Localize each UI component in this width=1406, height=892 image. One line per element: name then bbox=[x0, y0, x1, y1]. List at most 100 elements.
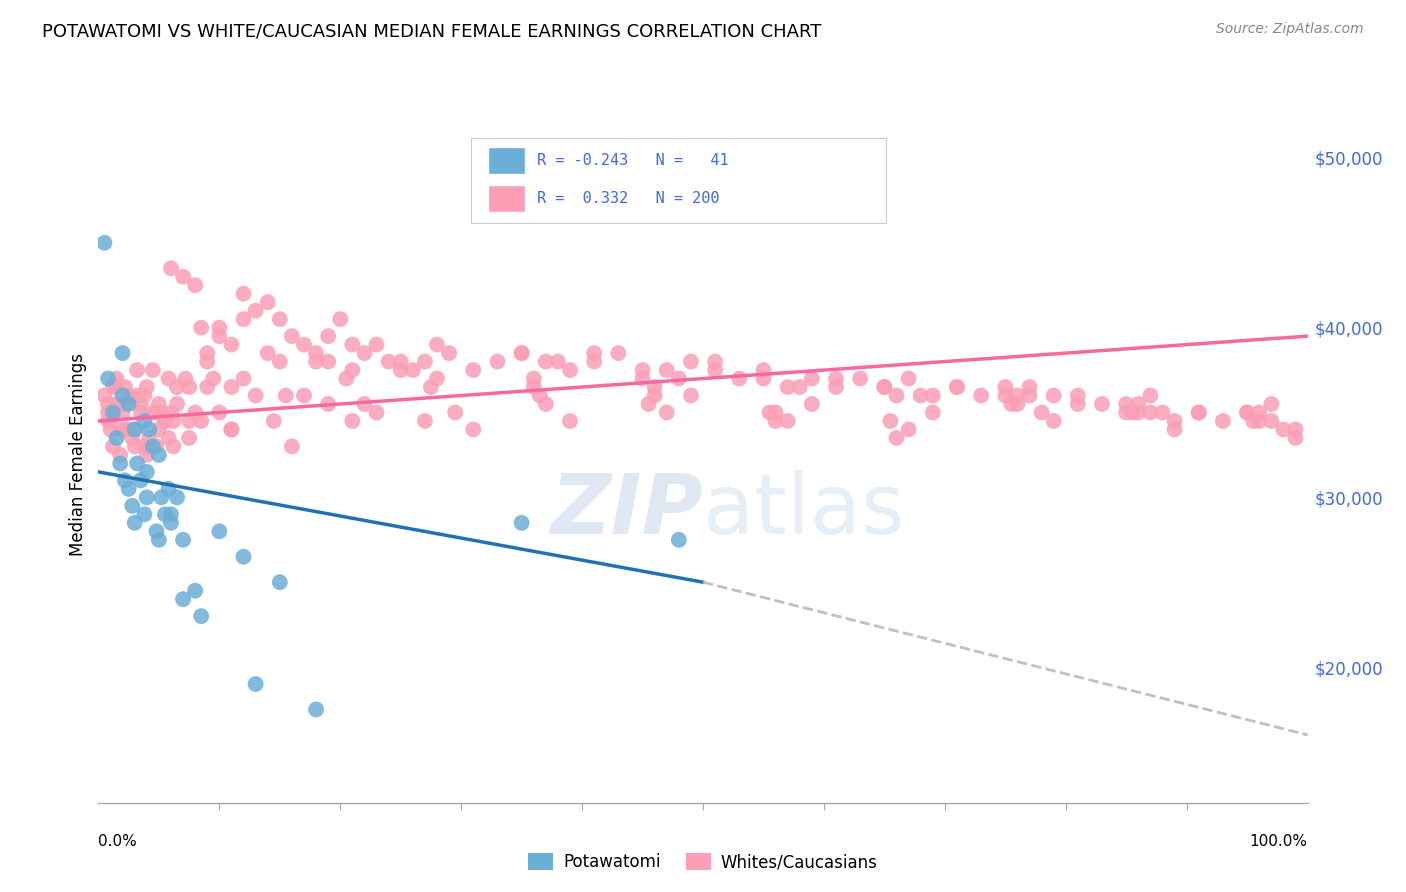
Point bbox=[145, 439, 167, 453]
Point bbox=[897, 371, 920, 385]
Point bbox=[111, 405, 134, 419]
Point bbox=[825, 371, 848, 385]
Point bbox=[105, 431, 128, 445]
Point bbox=[1091, 397, 1114, 411]
Point bbox=[1000, 397, 1022, 411]
Point bbox=[101, 380, 124, 394]
Point bbox=[97, 397, 120, 411]
Point bbox=[1284, 422, 1306, 436]
Point bbox=[142, 363, 165, 377]
Point bbox=[1241, 414, 1264, 428]
Point bbox=[108, 457, 131, 471]
Point bbox=[305, 354, 328, 368]
Point bbox=[921, 388, 943, 402]
Point bbox=[148, 397, 170, 411]
Point bbox=[1007, 397, 1029, 411]
Point bbox=[342, 337, 364, 351]
Point bbox=[486, 354, 509, 368]
Point bbox=[1188, 405, 1211, 419]
Point bbox=[758, 405, 780, 419]
Point bbox=[142, 405, 165, 419]
Point bbox=[114, 422, 136, 436]
Point bbox=[631, 371, 654, 385]
Point bbox=[1249, 414, 1271, 428]
Point bbox=[510, 516, 533, 530]
Point bbox=[162, 439, 184, 453]
Point bbox=[232, 371, 254, 385]
Point bbox=[631, 363, 654, 377]
Point bbox=[105, 380, 128, 394]
Point bbox=[583, 346, 606, 360]
Point bbox=[305, 346, 328, 360]
Point bbox=[221, 337, 243, 351]
Point bbox=[1236, 405, 1258, 419]
Point bbox=[1018, 388, 1040, 402]
Point bbox=[668, 533, 690, 547]
Point bbox=[166, 491, 188, 505]
Point bbox=[765, 414, 787, 428]
Point bbox=[413, 414, 436, 428]
Point bbox=[108, 448, 131, 462]
Point bbox=[221, 422, 243, 436]
Point bbox=[329, 312, 352, 326]
Point bbox=[1284, 431, 1306, 445]
Point bbox=[111, 346, 134, 360]
Point bbox=[389, 354, 412, 368]
Point bbox=[157, 482, 180, 496]
Point bbox=[150, 491, 173, 505]
Point bbox=[121, 431, 143, 445]
Point bbox=[316, 354, 339, 368]
Point bbox=[160, 261, 183, 276]
Point bbox=[148, 422, 170, 436]
Point bbox=[873, 380, 896, 394]
Point bbox=[138, 422, 160, 436]
Bar bbox=[488, 147, 524, 174]
Point bbox=[118, 422, 141, 436]
Point bbox=[208, 524, 231, 539]
Point bbox=[644, 380, 666, 394]
Point bbox=[523, 380, 546, 394]
Point bbox=[420, 380, 443, 394]
Point bbox=[263, 414, 285, 428]
Point bbox=[704, 363, 727, 377]
Point bbox=[1163, 414, 1185, 428]
Point bbox=[389, 363, 412, 377]
Point bbox=[184, 278, 207, 293]
Point bbox=[160, 508, 183, 522]
Point bbox=[142, 439, 165, 453]
Point bbox=[800, 371, 823, 385]
Point bbox=[946, 380, 969, 394]
Point bbox=[97, 405, 120, 419]
Point bbox=[679, 388, 702, 402]
Point bbox=[135, 448, 157, 462]
Point bbox=[305, 702, 328, 716]
Point bbox=[1212, 414, 1234, 428]
Text: 0.0%: 0.0% bbox=[98, 834, 138, 849]
Point bbox=[637, 397, 659, 411]
Point bbox=[800, 397, 823, 411]
Point bbox=[100, 414, 122, 428]
Point bbox=[728, 371, 751, 385]
Point bbox=[160, 405, 183, 419]
Point bbox=[118, 397, 141, 411]
Point bbox=[118, 388, 141, 402]
Point bbox=[269, 312, 291, 326]
Point bbox=[1042, 388, 1064, 402]
Point bbox=[274, 388, 297, 402]
Point bbox=[172, 269, 194, 284]
Point bbox=[335, 371, 357, 385]
Point bbox=[145, 524, 167, 539]
Point bbox=[195, 380, 218, 394]
Point bbox=[946, 380, 969, 394]
Point bbox=[148, 448, 170, 462]
Point bbox=[153, 508, 176, 522]
Point bbox=[153, 414, 176, 428]
Point bbox=[879, 414, 901, 428]
Point bbox=[704, 354, 727, 368]
Point bbox=[172, 592, 194, 607]
Point bbox=[97, 371, 120, 385]
Point bbox=[849, 371, 872, 385]
Point bbox=[765, 405, 787, 419]
Point bbox=[202, 371, 225, 385]
Point bbox=[292, 337, 315, 351]
